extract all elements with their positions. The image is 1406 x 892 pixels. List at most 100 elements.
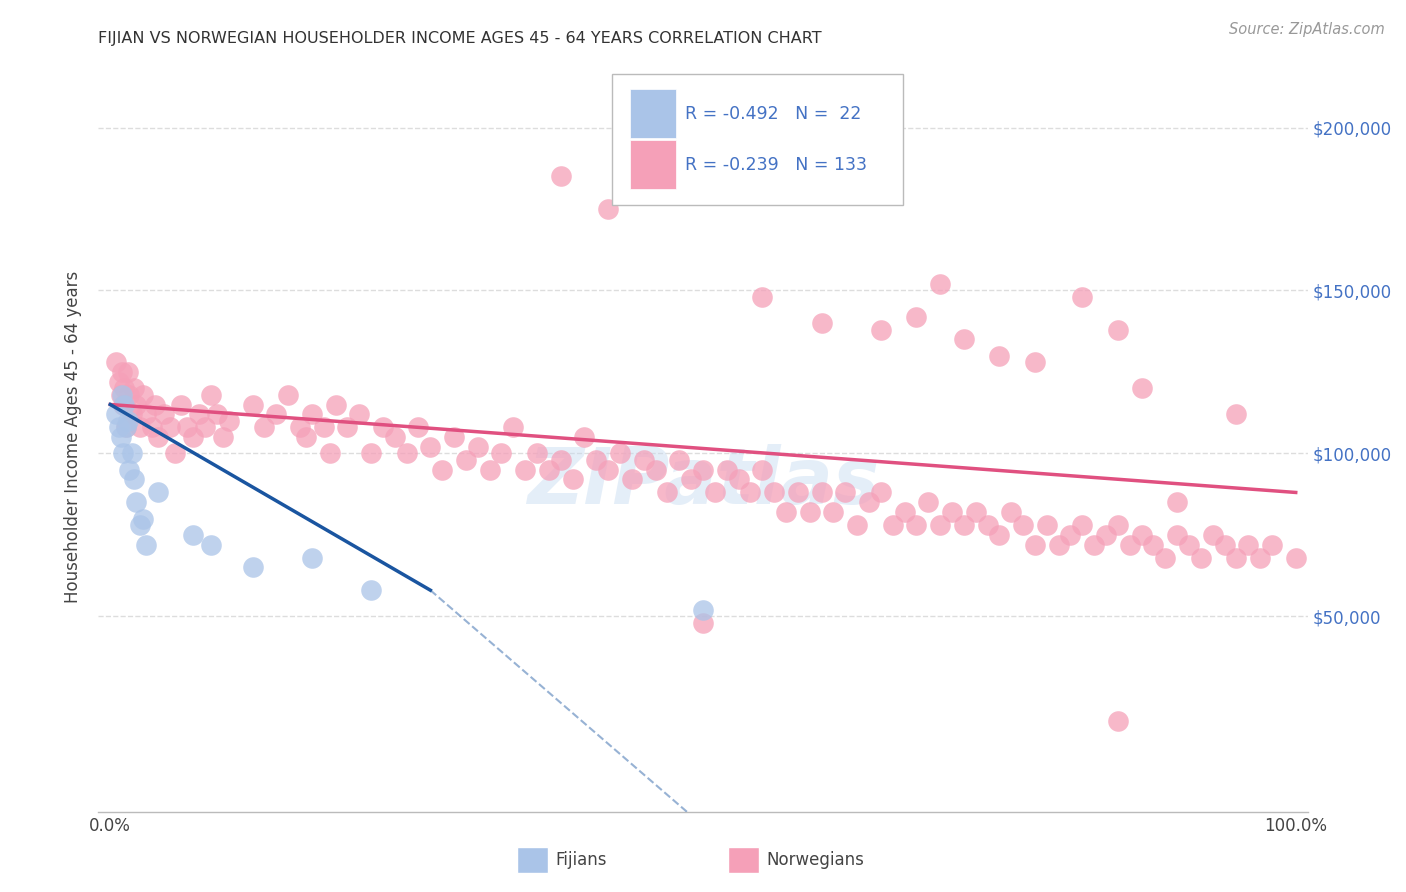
Point: [1012, 518, 1035, 533]
Point: [419, 440, 441, 454]
Point: [858, 495, 880, 509]
Point: [122, 472, 145, 486]
Point: [1225, 407, 1247, 421]
Point: [253, 420, 276, 434]
Point: [129, 518, 152, 533]
Point: [727, 472, 749, 486]
Point: [941, 505, 963, 519]
Point: [146, 485, 169, 500]
Point: [347, 407, 370, 421]
Point: [1095, 528, 1118, 542]
Point: [585, 453, 607, 467]
Point: [633, 453, 655, 467]
Point: [242, 397, 264, 411]
Point: [1166, 528, 1188, 542]
Point: [988, 528, 1011, 542]
Point: [132, 388, 155, 402]
Point: [574, 430, 596, 444]
Point: [893, 505, 915, 519]
Point: [111, 365, 134, 379]
Point: [644, 463, 666, 477]
Point: [325, 397, 347, 411]
Point: [176, 420, 198, 434]
Point: [107, 375, 129, 389]
Point: [1237, 538, 1260, 552]
Point: [288, 420, 311, 434]
Point: [1024, 538, 1046, 552]
Point: [905, 518, 928, 533]
Point: [110, 430, 132, 444]
Point: [111, 388, 134, 402]
Point: [515, 463, 537, 477]
Point: [657, 485, 679, 500]
Point: [1166, 495, 1188, 509]
Point: [692, 463, 714, 477]
Point: [810, 485, 832, 500]
Point: [336, 420, 359, 434]
Point: [218, 414, 240, 428]
Point: [620, 472, 643, 486]
Point: [118, 388, 141, 402]
Point: [371, 420, 394, 434]
Point: [117, 365, 139, 379]
Point: [740, 485, 762, 500]
Point: [443, 430, 465, 444]
Point: [598, 463, 620, 477]
FancyBboxPatch shape: [630, 89, 676, 138]
Point: [846, 518, 869, 533]
Point: [869, 322, 891, 336]
Point: [1119, 538, 1142, 552]
Text: FIJIAN VS NORWEGIAN HOUSEHOLDER INCOME AGES 45 - 64 YEARS CORRELATION CHART: FIJIAN VS NORWEGIAN HOUSEHOLDER INCOME A…: [98, 31, 823, 46]
Point: [105, 355, 128, 369]
Point: [114, 420, 136, 434]
Point: [295, 430, 318, 444]
Point: [1213, 538, 1236, 552]
Point: [146, 430, 169, 444]
Point: [976, 518, 998, 533]
Text: Source: ZipAtlas.com: Source: ZipAtlas.com: [1229, 22, 1385, 37]
Point: [112, 446, 135, 460]
Point: [869, 485, 891, 500]
Text: Norwegians: Norwegians: [766, 851, 865, 869]
Point: [1000, 505, 1022, 519]
Point: [478, 463, 501, 477]
Point: [965, 505, 987, 519]
Point: [1083, 538, 1105, 552]
Point: [1142, 538, 1164, 552]
Point: [165, 446, 187, 460]
Point: [1036, 518, 1059, 533]
Point: [1024, 355, 1046, 369]
Point: [105, 407, 128, 421]
Point: [703, 485, 725, 500]
Point: [775, 505, 797, 519]
Point: [681, 472, 703, 486]
Point: [502, 420, 524, 434]
Point: [905, 310, 928, 324]
Point: [122, 381, 145, 395]
Point: [318, 446, 340, 460]
Point: [763, 485, 786, 500]
Point: [1071, 518, 1094, 533]
Point: [952, 332, 974, 346]
Point: [110, 388, 132, 402]
Point: [212, 430, 235, 444]
Point: [181, 528, 204, 542]
Point: [823, 505, 845, 519]
Point: [1059, 528, 1081, 542]
Point: [152, 407, 174, 421]
Point: [1202, 528, 1225, 542]
Point: [188, 407, 211, 421]
Point: [454, 453, 477, 467]
Point: [194, 420, 217, 434]
Point: [668, 453, 690, 467]
Point: [1249, 550, 1271, 565]
Point: [882, 518, 904, 533]
Point: [550, 169, 572, 184]
Point: [129, 420, 152, 434]
Point: [751, 290, 773, 304]
Point: [360, 583, 382, 598]
Point: [1071, 290, 1094, 304]
Point: [125, 397, 148, 411]
Point: [114, 420, 136, 434]
Point: [1107, 322, 1129, 336]
